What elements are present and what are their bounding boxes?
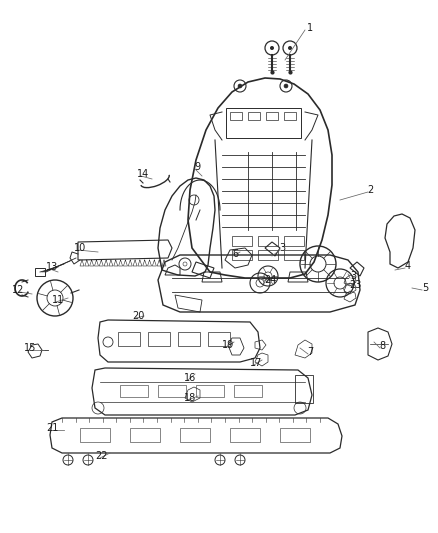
Text: 10: 10 bbox=[74, 243, 86, 253]
Text: 13: 13 bbox=[46, 262, 58, 272]
Text: 14: 14 bbox=[137, 169, 149, 179]
Text: 8: 8 bbox=[379, 341, 385, 351]
Text: 1: 1 bbox=[307, 23, 313, 33]
Circle shape bbox=[284, 84, 288, 88]
Bar bbox=[148, 332, 170, 346]
Text: 18: 18 bbox=[184, 393, 196, 403]
Bar bbox=[284, 112, 296, 120]
Bar bbox=[118, 332, 140, 346]
Text: 3: 3 bbox=[350, 271, 356, 281]
Bar bbox=[180, 428, 210, 442]
Bar bbox=[80, 428, 110, 442]
Bar bbox=[232, 236, 252, 246]
Bar bbox=[120, 385, 148, 397]
Circle shape bbox=[288, 46, 292, 50]
Bar bbox=[230, 428, 260, 442]
Text: 15: 15 bbox=[24, 343, 36, 353]
Text: 24: 24 bbox=[264, 275, 276, 285]
Text: 23: 23 bbox=[349, 280, 361, 290]
Bar bbox=[208, 332, 230, 346]
Bar bbox=[280, 428, 310, 442]
Text: 19: 19 bbox=[222, 340, 234, 350]
Bar bbox=[284, 250, 304, 260]
Text: 12: 12 bbox=[12, 285, 24, 295]
Text: 7: 7 bbox=[307, 347, 313, 357]
Text: 20: 20 bbox=[132, 311, 144, 321]
Bar bbox=[266, 112, 278, 120]
Bar bbox=[130, 428, 160, 442]
Text: 17: 17 bbox=[250, 358, 262, 368]
Bar bbox=[196, 385, 224, 397]
Text: 22: 22 bbox=[96, 451, 108, 461]
Text: 6: 6 bbox=[232, 249, 238, 259]
Bar bbox=[295, 375, 313, 403]
Bar bbox=[226, 108, 301, 138]
Text: 11: 11 bbox=[52, 295, 64, 305]
Circle shape bbox=[270, 46, 274, 50]
Text: 4: 4 bbox=[405, 261, 411, 271]
Text: 5: 5 bbox=[422, 283, 428, 293]
Text: 2: 2 bbox=[367, 185, 373, 195]
Bar bbox=[35, 268, 45, 276]
Bar bbox=[284, 236, 304, 246]
Text: 21: 21 bbox=[46, 423, 58, 433]
Bar bbox=[234, 385, 262, 397]
Bar bbox=[232, 250, 252, 260]
Text: 16: 16 bbox=[184, 373, 196, 383]
Bar bbox=[248, 112, 260, 120]
Bar bbox=[158, 385, 186, 397]
Text: 3: 3 bbox=[279, 243, 285, 253]
Bar bbox=[230, 112, 242, 120]
Bar bbox=[258, 250, 278, 260]
Bar bbox=[178, 332, 200, 346]
Circle shape bbox=[238, 84, 242, 88]
Bar bbox=[258, 236, 278, 246]
Text: 9: 9 bbox=[194, 162, 200, 172]
